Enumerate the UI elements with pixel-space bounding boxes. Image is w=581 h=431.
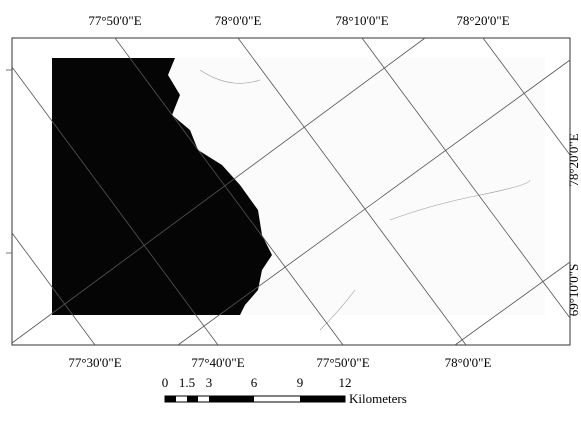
scale-tick-label: 1.5 [179, 375, 195, 390]
bottom-label: 77°40'0"E [191, 355, 244, 370]
top-label: 77°50'0"E [88, 13, 141, 28]
bottom-label: 77°50'0"E [316, 355, 369, 370]
top-label: 78°0'0"E [215, 13, 262, 28]
right-label: 69°10'0"S [566, 264, 581, 317]
scale-bar [165, 396, 345, 402]
scale-unit: Kilometers [349, 391, 407, 406]
scale-tick-label: 3 [206, 375, 213, 390]
scale-tick-label: 0 [162, 375, 169, 390]
scale-tick-label: 9 [297, 375, 304, 390]
bottom-label: 78°0'0"E [445, 355, 492, 370]
top-label: 78°10'0"E [335, 13, 388, 28]
scale-tick-label: 6 [251, 375, 258, 390]
bottom-label: 77°30'0"E [68, 355, 121, 370]
map: 77°50'0"E 78°0'0"E 78°10'0"E 78°20'0"E 77°30… [0, 0, 581, 431]
right-label: 78°20'0"E [566, 133, 581, 186]
scale-tick-label: 12 [339, 375, 352, 390]
top-label: 78°20'0"E [456, 13, 509, 28]
